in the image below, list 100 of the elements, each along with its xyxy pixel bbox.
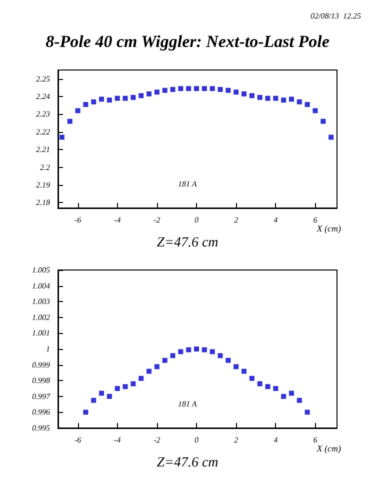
text: Z=47.6 cm: [156, 236, 218, 250]
point: [304, 410, 310, 415]
point: [281, 394, 286, 399]
point: [146, 368, 152, 374]
text: Z=47.6 cm: [156, 456, 218, 470]
point: [257, 381, 262, 386]
y-tick-label: 2.22: [36, 127, 50, 136]
y-tick-label: 0.996: [32, 408, 50, 417]
x-tick-label: -4: [114, 216, 121, 224]
point: [170, 86, 176, 92]
point: [67, 118, 72, 124]
y-tick-label: 2.21: [36, 145, 50, 154]
annotation: 181 A: [178, 400, 197, 408]
y-tick-label: 1.002: [32, 312, 50, 322]
point: [130, 94, 136, 100]
y-tick-label: 1.004: [32, 281, 50, 290]
annotation: 181 A: [178, 180, 197, 188]
point: [304, 102, 310, 107]
point: [218, 86, 223, 92]
y-tick-label: 2.24: [36, 92, 50, 102]
point: [273, 386, 278, 391]
point: [296, 398, 302, 403]
point: [146, 91, 152, 96]
point: [242, 368, 246, 374]
point: [273, 96, 278, 101]
point: [265, 384, 270, 390]
point: [249, 376, 254, 381]
point: [162, 88, 168, 93]
point: [162, 358, 168, 363]
x-tick-label: -4: [114, 436, 121, 444]
point: [296, 99, 302, 104]
x-tick-label: -6: [74, 436, 82, 444]
point: [218, 353, 223, 358]
point: [59, 134, 64, 140]
point: [106, 394, 112, 399]
x-axis-title: X (cm): [316, 444, 341, 454]
x-tick-label: -2: [154, 216, 160, 224]
point: [122, 384, 128, 390]
chart-title: 8-Pole 40 cm Wiggler: Next-to-Last Pole: [46, 32, 330, 51]
point: [99, 96, 104, 102]
x-axis-title: X (cm): [316, 224, 341, 234]
point: [170, 353, 176, 358]
point: [130, 381, 136, 386]
point: [202, 347, 207, 352]
point: [226, 88, 231, 93]
point: [234, 90, 239, 95]
y-tick-label: 1.003: [32, 297, 50, 306]
point: [75, 108, 80, 114]
x-tick-label: 0: [194, 436, 199, 444]
point: [288, 96, 294, 102]
point: [106, 98, 112, 103]
point: [91, 398, 96, 403]
point: [122, 96, 128, 101]
x-tick-label: 0: [194, 216, 199, 224]
y-tick-label: 0.995: [32, 424, 50, 432]
point: [114, 386, 120, 391]
point: [328, 134, 334, 140]
point: [186, 347, 192, 352]
point: [138, 376, 144, 381]
point: [320, 118, 326, 124]
point: [99, 390, 104, 396]
x-tick-label: 6: [313, 436, 318, 444]
point: [186, 86, 192, 92]
x-tick-label: -6: [74, 216, 82, 224]
y-tick-label: 2.2: [40, 162, 50, 172]
point: [288, 390, 294, 396]
point: [194, 346, 200, 352]
y-tick-label: 0.997: [32, 392, 51, 401]
y-tick-label: 1.005: [32, 266, 50, 274]
point: [114, 96, 120, 101]
point: [210, 349, 215, 354]
point: [281, 98, 286, 103]
y-tick-label: 0.998: [32, 376, 50, 386]
point: [194, 86, 200, 92]
point: [249, 93, 254, 98]
point: [257, 94, 262, 100]
x-tick-label: 4: [274, 436, 278, 444]
point: [154, 90, 160, 95]
x-tick-label: 2: [234, 216, 238, 224]
point: [242, 91, 246, 96]
point: [91, 99, 96, 104]
point: [178, 349, 184, 354]
y-tick-label: 2.18: [36, 198, 50, 208]
y-tick-label: 1.001: [32, 328, 50, 338]
point: [138, 93, 144, 98]
point: [265, 96, 270, 101]
x-tick-label: 4: [274, 216, 278, 224]
point: [178, 86, 184, 92]
point: [154, 364, 160, 370]
x-tick-label: 6: [313, 216, 318, 224]
y-tick-label: 1: [46, 344, 50, 354]
point: [202, 86, 207, 92]
y-tick-label: 2.25: [36, 74, 50, 84]
point: [226, 358, 231, 363]
point: [234, 364, 239, 370]
x-tick-label: -2: [154, 436, 160, 444]
y-tick-label: 2.23: [36, 110, 50, 119]
point: [83, 102, 88, 107]
point: [210, 86, 215, 92]
point: [312, 108, 318, 114]
